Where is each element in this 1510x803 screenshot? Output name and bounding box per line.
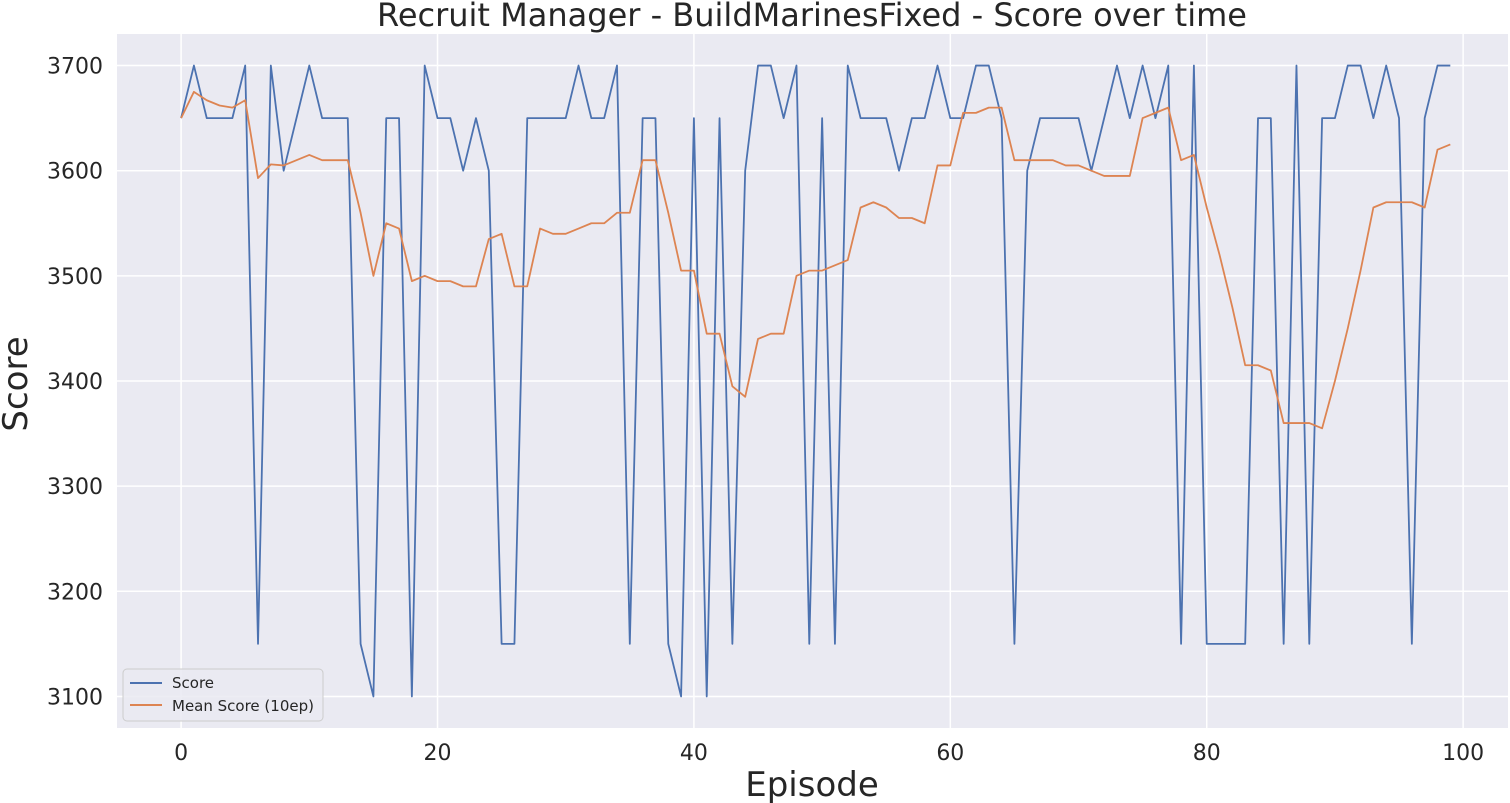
x-tick-label: 100 <box>1442 741 1484 766</box>
chart-title: Recruit Manager - BuildMarinesFixed - Sc… <box>377 0 1247 34</box>
tick-labels: 3100 3200 3300 3400 3500 3600 3700 0 20 40 60 80 100 <box>47 55 1484 766</box>
x-tick-label: 0 <box>174 741 188 766</box>
x-tick-label: 40 <box>680 741 708 766</box>
y-tick-label: 3300 <box>47 475 103 500</box>
y-tick-label: 3700 <box>47 55 103 80</box>
y-axis-title: Score <box>0 336 36 431</box>
mean-score-line <box>180 90 1451 430</box>
score-line <box>180 64 1451 698</box>
legend-label-mean-score: Mean Score (10ep) <box>172 697 314 715</box>
x-tick-label: 60 <box>936 741 964 766</box>
series-lines <box>180 64 1451 698</box>
y-tick-label: 3100 <box>47 685 103 710</box>
y-tick-label: 3400 <box>47 370 103 395</box>
y-tick-label: 3600 <box>47 160 103 185</box>
legend-label-score: Score <box>172 674 214 692</box>
x-axis-title: Episode <box>745 765 879 803</box>
y-tick-label: 3500 <box>47 265 103 290</box>
x-tick-label: 20 <box>424 741 452 766</box>
legend: Score Mean Score (10ep) <box>122 668 324 722</box>
x-tick-label: 80 <box>1193 741 1221 766</box>
y-tick-label: 3200 <box>47 580 103 605</box>
legend-box <box>122 668 324 722</box>
